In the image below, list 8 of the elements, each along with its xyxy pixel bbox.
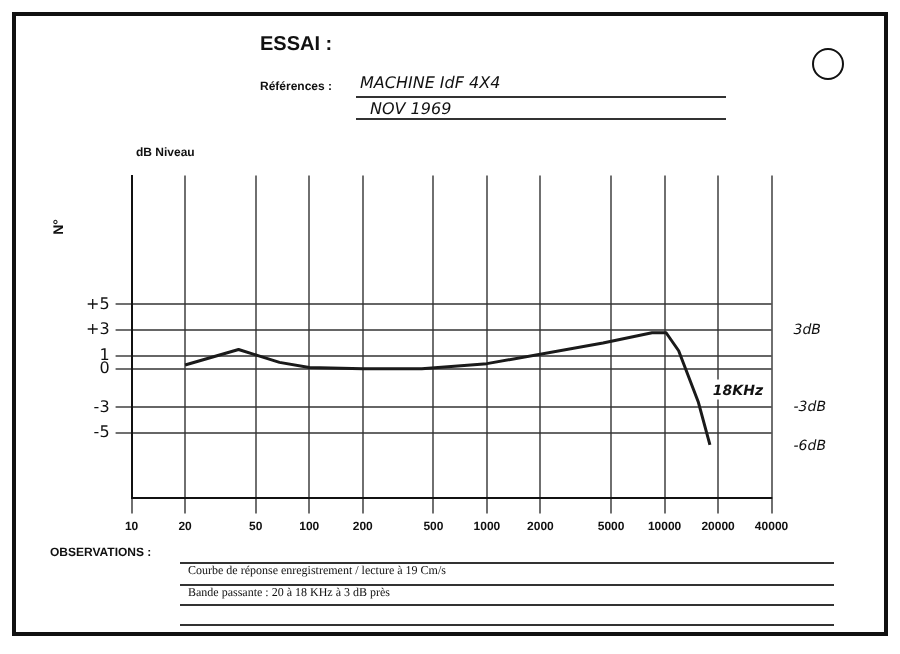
y-tick-label: +5 — [85, 294, 110, 313]
chart-title: ESSAI : — [260, 34, 333, 56]
y-tick-label: -3 — [93, 397, 110, 416]
text: NOV 1969 — [370, 100, 452, 118]
y-tick-label: -5 — [93, 423, 110, 442]
text: MACHINE IdF 4X4 — [360, 74, 501, 92]
y-tick-label: 0 — [99, 358, 110, 377]
y-tick-label: +3 — [85, 320, 110, 339]
